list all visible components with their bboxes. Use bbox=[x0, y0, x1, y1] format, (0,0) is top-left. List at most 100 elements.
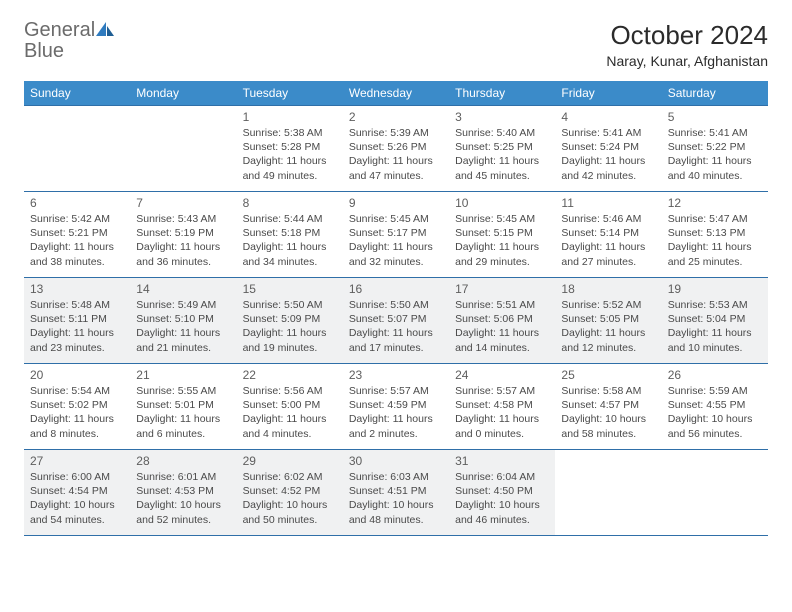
day-details: Sunrise: 5:51 AMSunset: 5:06 PMDaylight:… bbox=[455, 298, 549, 355]
day-number: 5 bbox=[668, 110, 762, 124]
calendar-week: 27Sunrise: 6:00 AMSunset: 4:54 PMDayligh… bbox=[24, 450, 768, 536]
day-details: Sunrise: 6:01 AMSunset: 4:53 PMDaylight:… bbox=[136, 470, 230, 527]
sunset-text: Sunset: 5:10 PM bbox=[136, 312, 230, 326]
daylight-text: Daylight: 10 hours and 58 minutes. bbox=[561, 412, 655, 440]
calendar-cell: 12Sunrise: 5:47 AMSunset: 5:13 PMDayligh… bbox=[662, 192, 768, 278]
day-number: 15 bbox=[243, 282, 337, 296]
sunrise-text: Sunrise: 5:50 AM bbox=[349, 298, 443, 312]
day-number: 2 bbox=[349, 110, 443, 124]
calendar-cell: 5Sunrise: 5:41 AMSunset: 5:22 PMDaylight… bbox=[662, 106, 768, 192]
day-header: Tuesday bbox=[237, 81, 343, 106]
day-number: 6 bbox=[30, 196, 124, 210]
calendar-cell: 4Sunrise: 5:41 AMSunset: 5:24 PMDaylight… bbox=[555, 106, 661, 192]
sunset-text: Sunset: 5:06 PM bbox=[455, 312, 549, 326]
calendar-cell: 22Sunrise: 5:56 AMSunset: 5:00 PMDayligh… bbox=[237, 364, 343, 450]
sunrise-text: Sunrise: 5:52 AM bbox=[561, 298, 655, 312]
sunset-text: Sunset: 4:50 PM bbox=[455, 484, 549, 498]
sunset-text: Sunset: 5:22 PM bbox=[668, 140, 762, 154]
sunrise-text: Sunrise: 5:55 AM bbox=[136, 384, 230, 398]
calendar-cell bbox=[130, 106, 236, 192]
sunrise-text: Sunrise: 6:04 AM bbox=[455, 470, 549, 484]
day-details: Sunrise: 5:48 AMSunset: 5:11 PMDaylight:… bbox=[30, 298, 124, 355]
sunset-text: Sunset: 5:11 PM bbox=[30, 312, 124, 326]
logo-text-blue: Blue bbox=[24, 40, 64, 62]
calendar-cell: 11Sunrise: 5:46 AMSunset: 5:14 PMDayligh… bbox=[555, 192, 661, 278]
day-header: Friday bbox=[555, 81, 661, 106]
day-number: 1 bbox=[243, 110, 337, 124]
day-details: Sunrise: 5:44 AMSunset: 5:18 PMDaylight:… bbox=[243, 212, 337, 269]
sunset-text: Sunset: 4:55 PM bbox=[668, 398, 762, 412]
calendar-cell: 8Sunrise: 5:44 AMSunset: 5:18 PMDaylight… bbox=[237, 192, 343, 278]
calendar-cell bbox=[555, 450, 661, 536]
daylight-text: Daylight: 11 hours and 12 minutes. bbox=[561, 326, 655, 354]
day-header: Thursday bbox=[449, 81, 555, 106]
sunset-text: Sunset: 5:26 PM bbox=[349, 140, 443, 154]
daylight-text: Daylight: 11 hours and 49 minutes. bbox=[243, 154, 337, 182]
sunset-text: Sunset: 5:15 PM bbox=[455, 226, 549, 240]
day-details: Sunrise: 6:03 AMSunset: 4:51 PMDaylight:… bbox=[349, 470, 443, 527]
logo: General Blue bbox=[24, 20, 114, 62]
sunrise-text: Sunrise: 5:44 AM bbox=[243, 212, 337, 226]
day-number: 12 bbox=[668, 196, 762, 210]
day-details: Sunrise: 5:57 AMSunset: 4:59 PMDaylight:… bbox=[349, 384, 443, 441]
day-number: 3 bbox=[455, 110, 549, 124]
day-number: 7 bbox=[136, 196, 230, 210]
day-details: Sunrise: 5:38 AMSunset: 5:28 PMDaylight:… bbox=[243, 126, 337, 183]
daylight-text: Daylight: 11 hours and 32 minutes. bbox=[349, 240, 443, 268]
sunset-text: Sunset: 5:02 PM bbox=[30, 398, 124, 412]
day-number: 26 bbox=[668, 368, 762, 382]
calendar-cell: 15Sunrise: 5:50 AMSunset: 5:09 PMDayligh… bbox=[237, 278, 343, 364]
sunrise-text: Sunrise: 5:42 AM bbox=[30, 212, 124, 226]
sunset-text: Sunset: 5:01 PM bbox=[136, 398, 230, 412]
calendar-cell: 1 Sunrise: 5:38 AMSunset: 5:28 PMDaylight… bbox=[237, 106, 343, 192]
calendar-week: 6Sunrise: 5:42 AMSunset: 5:21 PMDaylight… bbox=[24, 192, 768, 278]
sunrise-text: Sunrise: 5:56 AM bbox=[243, 384, 337, 398]
sunrise-text: Sunrise: 5:51 AM bbox=[455, 298, 549, 312]
sunset-text: Sunset: 5:21 PM bbox=[30, 226, 124, 240]
day-details: Sunrise: 5:50 AMSunset: 5:07 PMDaylight:… bbox=[349, 298, 443, 355]
day-details: Sunrise: 5:57 AMSunset: 4:58 PMDaylight:… bbox=[455, 384, 549, 441]
daylight-text: Daylight: 11 hours and 2 minutes. bbox=[349, 412, 443, 440]
day-details: Sunrise: 5:40 AMSunset: 5:25 PMDaylight:… bbox=[455, 126, 549, 183]
sunrise-text: Sunrise: 5:48 AM bbox=[30, 298, 124, 312]
day-header: Sunday bbox=[24, 81, 130, 106]
day-details: Sunrise: 5:55 AMSunset: 5:01 PMDaylight:… bbox=[136, 384, 230, 441]
day-number: 18 bbox=[561, 282, 655, 296]
sunrise-text: Sunrise: 5:57 AM bbox=[349, 384, 443, 398]
sunset-text: Sunset: 5:25 PM bbox=[455, 140, 549, 154]
daylight-text: Daylight: 11 hours and 45 minutes. bbox=[455, 154, 549, 182]
sunrise-text: Sunrise: 5:41 AM bbox=[561, 126, 655, 140]
calendar-cell: 14Sunrise: 5:49 AMSunset: 5:10 PMDayligh… bbox=[130, 278, 236, 364]
sunset-text: Sunset: 5:07 PM bbox=[349, 312, 443, 326]
day-number: 11 bbox=[561, 196, 655, 210]
day-number: 13 bbox=[30, 282, 124, 296]
daylight-text: Daylight: 11 hours and 19 minutes. bbox=[243, 326, 337, 354]
day-details: Sunrise: 5:59 AMSunset: 4:55 PMDaylight:… bbox=[668, 384, 762, 441]
daylight-text: Daylight: 10 hours and 52 minutes. bbox=[136, 498, 230, 526]
sunrise-text: Sunrise: 5:59 AM bbox=[668, 384, 762, 398]
calendar-cell: 3 Sunrise: 5:40 AMSunset: 5:25 PMDaylight… bbox=[449, 106, 555, 192]
day-details: Sunrise: 5:54 AMSunset: 5:02 PMDaylight:… bbox=[30, 384, 124, 441]
sunrise-text: Sunrise: 6:00 AM bbox=[30, 470, 124, 484]
day-details: Sunrise: 6:02 AMSunset: 4:52 PMDaylight:… bbox=[243, 470, 337, 527]
title-block: October 2024 Naray, Kunar, Afghanistan bbox=[606, 20, 768, 69]
sunset-text: Sunset: 5:24 PM bbox=[561, 140, 655, 154]
day-header: Saturday bbox=[662, 81, 768, 106]
daylight-text: Daylight: 11 hours and 38 minutes. bbox=[30, 240, 124, 268]
calendar-cell: 18 Sunrise: 5:52 AMSunset: 5:05 PMDayligh… bbox=[555, 278, 661, 364]
day-details: Sunrise: 5:39 AMSunset: 5:26 PMDaylight:… bbox=[349, 126, 443, 183]
sunset-text: Sunset: 5:04 PM bbox=[668, 312, 762, 326]
sunset-text: Sunset: 5:05 PM bbox=[561, 312, 655, 326]
sunrise-text: Sunrise: 6:01 AM bbox=[136, 470, 230, 484]
sunrise-text: Sunrise: 5:43 AM bbox=[136, 212, 230, 226]
daylight-text: Daylight: 11 hours and 21 minutes. bbox=[136, 326, 230, 354]
calendar-cell: 23Sunrise: 5:57 AMSunset: 4:59 PMDayligh… bbox=[343, 364, 449, 450]
sunrise-text: Sunrise: 5:54 AM bbox=[30, 384, 124, 398]
logo-sail-icon bbox=[96, 22, 114, 36]
day-number: 16 bbox=[349, 282, 443, 296]
sunset-text: Sunset: 5:19 PM bbox=[136, 226, 230, 240]
sunrise-text: Sunrise: 5:57 AM bbox=[455, 384, 549, 398]
daylight-text: Daylight: 10 hours and 54 minutes. bbox=[30, 498, 124, 526]
calendar-cell: 7Sunrise: 5:43 AMSunset: 5:19 PMDaylight… bbox=[130, 192, 236, 278]
sunset-text: Sunset: 4:58 PM bbox=[455, 398, 549, 412]
